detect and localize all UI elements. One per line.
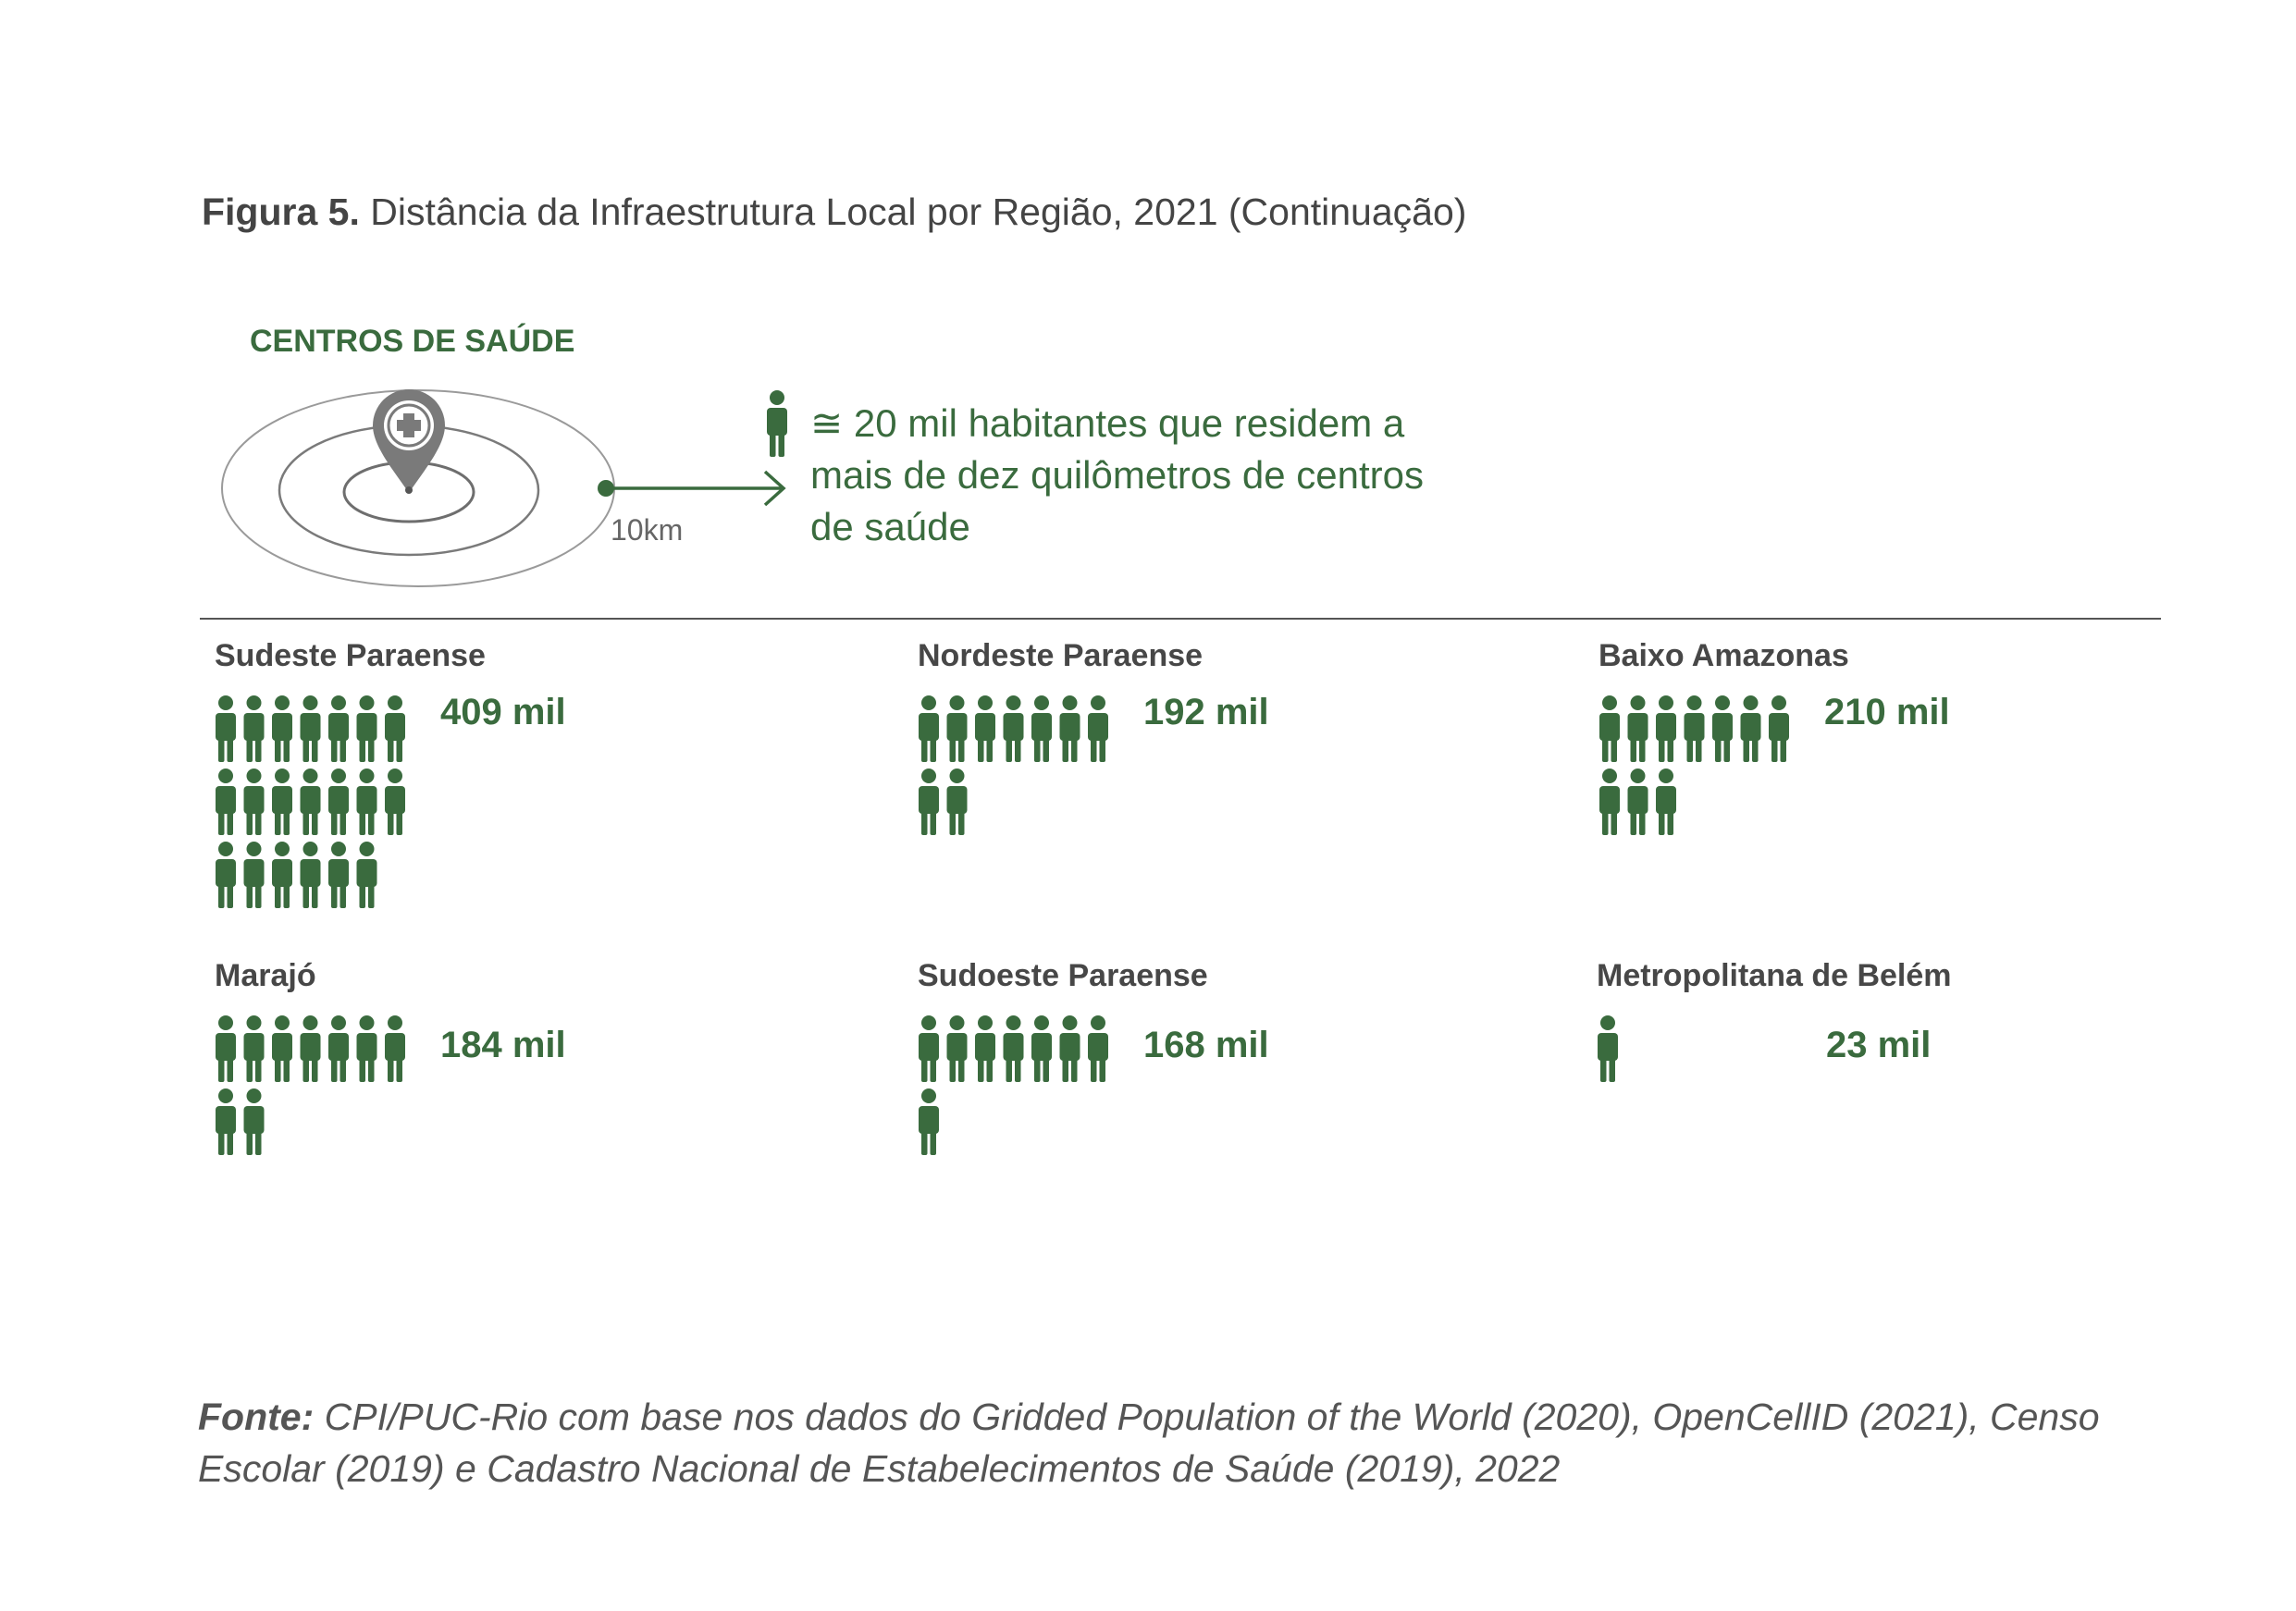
person-icon <box>1088 695 1108 762</box>
person-icon <box>357 695 377 762</box>
person-icon <box>328 695 349 762</box>
person-icon <box>328 842 349 908</box>
region-value: 210 mil <box>1824 692 1950 732</box>
region-name: Sudoeste Paraense <box>918 958 1208 993</box>
location-pin-icon <box>373 389 445 493</box>
distance-rings-graphic <box>221 389 786 587</box>
person-icon <box>1741 695 1761 762</box>
center-dot <box>405 486 413 494</box>
person-icon <box>272 769 292 835</box>
person-icon <box>947 769 968 835</box>
region-name: Metropolitana de Belém <box>1597 958 1952 993</box>
person-icon <box>947 1015 968 1082</box>
region-person-icons <box>215 1015 446 1237</box>
person-icon <box>244 1015 265 1082</box>
person-icon <box>216 842 236 908</box>
person-icon <box>975 1015 995 1082</box>
person-icon <box>1060 1015 1080 1082</box>
person-icon <box>919 1015 939 1082</box>
region-person-icons <box>1599 695 1830 917</box>
person-icon <box>1060 695 1080 762</box>
person-icon <box>1031 1015 1052 1082</box>
region-name: Baixo Amazonas <box>1599 638 1849 673</box>
person-icon <box>766 390 788 457</box>
distance-label: 10km <box>611 513 684 547</box>
person-icon <box>1004 695 1024 762</box>
person-icon <box>1599 695 1620 762</box>
person-icon <box>385 769 405 835</box>
region-person-icons <box>215 695 446 917</box>
person-icon <box>244 842 265 908</box>
person-icon <box>919 695 939 762</box>
source-note: Fonte: CPI/PUC-Rio com base nos dados do… <box>198 1391 2122 1494</box>
person-icon <box>272 695 292 762</box>
person-icon <box>301 842 321 908</box>
person-icon <box>1712 695 1733 762</box>
person-icon <box>385 695 405 762</box>
figure-label: Figura 5. <box>202 191 360 233</box>
person-icon <box>1656 695 1676 762</box>
person-icon <box>301 1015 321 1082</box>
person-icon <box>357 1015 377 1082</box>
region-value: 192 mil <box>1143 692 1269 732</box>
person-icon <box>328 1015 349 1082</box>
person-icon <box>1598 1015 1618 1082</box>
source-text: CPI/PUC-Rio com base nos dados do Gridde… <box>198 1396 2100 1490</box>
region-value: 168 mil <box>1143 1025 1269 1065</box>
region-name: Sudeste Paraense <box>215 638 486 673</box>
person-icon <box>385 1015 405 1082</box>
person-icon <box>975 695 995 762</box>
person-icon <box>357 842 377 908</box>
person-icon <box>216 695 236 762</box>
person-icon <box>301 769 321 835</box>
person-icon <box>919 769 939 835</box>
person-icon <box>357 769 377 835</box>
region-name: Nordeste Paraense <box>918 638 1204 673</box>
divider <box>200 618 2161 620</box>
person-icon <box>244 1088 265 1155</box>
medical-cross-icon <box>397 413 421 437</box>
region-person-icons <box>918 1015 1149 1237</box>
person-icon <box>216 1088 236 1155</box>
person-icon <box>328 769 349 835</box>
figure-title-text: Distância da Infraestrutura Local por Re… <box>370 191 1467 233</box>
person-icon <box>301 695 321 762</box>
person-icon <box>216 1015 236 1082</box>
region-person-icons <box>1597 1015 1828 1237</box>
person-icon <box>919 1088 939 1155</box>
figure-title: Figura 5. Distância da Infraestrutura Lo… <box>202 191 1466 234</box>
region-person-icons <box>918 695 1149 917</box>
person-icon <box>1004 1015 1024 1082</box>
region-name: Marajó <box>215 958 316 993</box>
person-icon <box>244 695 265 762</box>
person-icon <box>1599 769 1620 835</box>
person-icon <box>272 1015 292 1082</box>
region-value: 23 mil <box>1826 1025 1932 1065</box>
person-icon <box>272 842 292 908</box>
person-icon <box>1685 695 1705 762</box>
person-icon <box>1031 695 1052 762</box>
legend-text: ≅ 20 mil habitantes que residem a mais d… <box>810 401 1424 548</box>
arrow-right-icon <box>606 470 786 507</box>
person-icon <box>1628 769 1648 835</box>
region-value: 184 mil <box>440 1025 566 1065</box>
person-icon <box>947 695 968 762</box>
person-icon <box>1769 695 1789 762</box>
person-icon <box>216 769 236 835</box>
region-value: 409 mil <box>440 692 566 732</box>
person-icon <box>1088 1015 1108 1082</box>
source-label: Fonte: <box>198 1396 315 1438</box>
person-icon <box>1656 769 1676 835</box>
person-icon <box>1628 695 1648 762</box>
legend-heading: CENTROS DE SAÚDE <box>250 324 575 359</box>
person-icon <box>244 769 265 835</box>
